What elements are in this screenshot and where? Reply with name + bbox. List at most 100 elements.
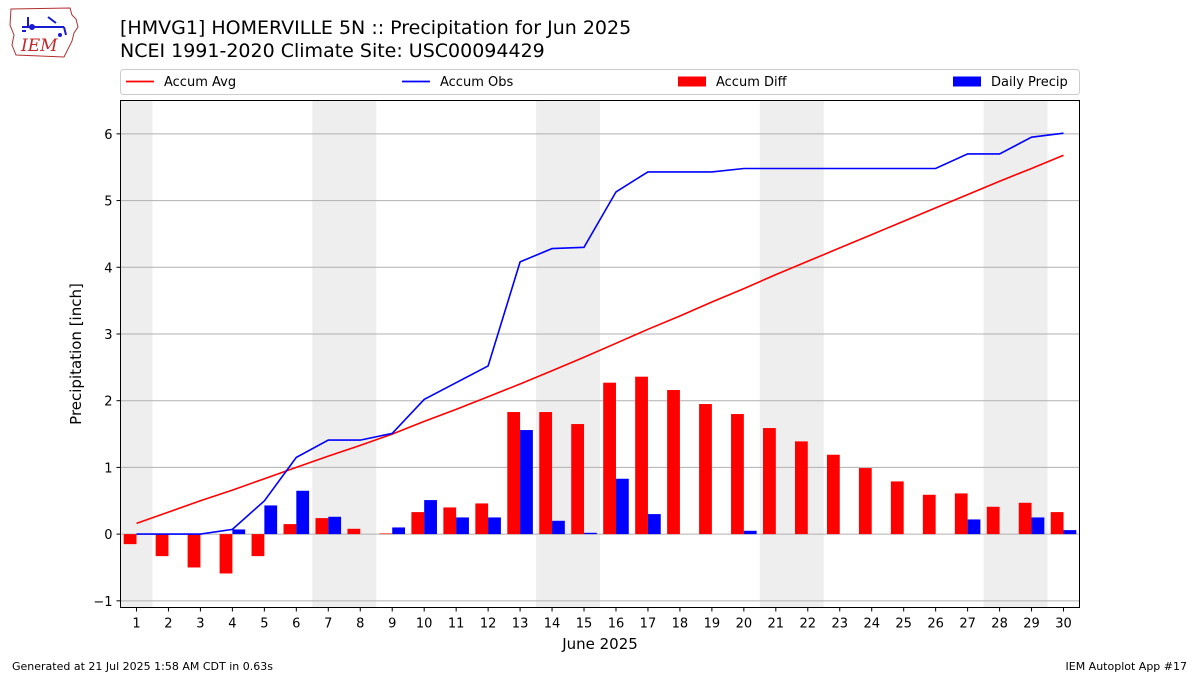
x-tick-label: 26 xyxy=(927,617,944,632)
diff-bar xyxy=(1018,502,1032,535)
diff-bar xyxy=(155,534,169,557)
diff-bar xyxy=(794,441,808,535)
app-label: IEM Autoplot App #17 xyxy=(1065,660,1188,673)
diff-bar xyxy=(443,507,457,535)
x-axis: 1 2 3 4 5 6 7 8 9 10 11 12 13 14 15 16 17 18 19 20 21 22 23 24 2… xyxy=(132,607,1072,632)
diff-bar xyxy=(635,376,648,535)
x-tick-label: 10 xyxy=(416,617,433,632)
daily-precip-bar xyxy=(647,514,661,535)
legend-label: Accum Avg xyxy=(164,75,236,90)
weather-instrument-icon xyxy=(22,16,67,36)
daily-precip-bar xyxy=(615,478,629,535)
x-axis-label: June 2025 xyxy=(561,635,638,653)
diff-bar xyxy=(539,412,553,535)
accum-obs-line xyxy=(136,132,1064,535)
x-tick-label: 29 xyxy=(1023,617,1040,632)
accum-lines xyxy=(136,132,1064,535)
x-tick-label: 4 xyxy=(228,617,236,632)
y-tick-label: 0 xyxy=(104,528,112,543)
daily-precip-bar xyxy=(552,520,565,535)
diff-bar xyxy=(1050,512,1064,535)
diff-bar xyxy=(123,534,137,545)
x-tick-label: 17 xyxy=(640,617,657,632)
diff-bar xyxy=(954,493,968,535)
x-tick-label: 19 xyxy=(704,617,721,632)
x-tick-label: 1 xyxy=(132,617,140,632)
diff-bar xyxy=(187,534,201,568)
diff-bar xyxy=(507,412,521,535)
x-tick-label: 14 xyxy=(544,617,561,632)
x-tick-label: 9 xyxy=(388,617,396,632)
accum-diff-bars xyxy=(123,376,1064,574)
daily-precip-bar xyxy=(1063,530,1077,535)
diff-bar xyxy=(603,382,616,535)
daily-precip-bar xyxy=(1031,517,1045,535)
diff-bar xyxy=(251,534,265,557)
y-tick-label: 3 xyxy=(104,328,112,343)
x-tick-label: 24 xyxy=(863,617,880,632)
y-tick-label: 6 xyxy=(104,128,112,143)
x-tick-label: 28 xyxy=(991,617,1008,632)
generated-timestamp: Generated at 21 Jul 2025 1:58 AM CDT in … xyxy=(12,660,273,673)
diff-bar xyxy=(411,512,425,535)
x-tick-label: 20 xyxy=(736,617,753,632)
x-tick-label: 12 xyxy=(480,617,497,632)
daily-precip-bar xyxy=(743,530,757,535)
x-tick-label: 6 xyxy=(292,617,300,632)
daily-precip-bar xyxy=(264,505,278,535)
diff-bar xyxy=(283,524,297,535)
chart-subtitle: NCEI 1991-2020 Climate Site: USC00094429 xyxy=(120,40,545,62)
x-tick-label: 25 xyxy=(895,617,912,632)
legend-label: Accum Obs xyxy=(440,75,513,90)
y-tick-label: 4 xyxy=(104,261,112,276)
diff-bar xyxy=(731,414,744,535)
diff-bar xyxy=(922,494,936,535)
diff-bar xyxy=(986,506,1000,535)
daily-precip-bar xyxy=(296,490,310,535)
x-tick-label: 30 xyxy=(1055,617,1072,632)
diff-bar xyxy=(219,534,233,574)
diff-bar xyxy=(379,533,393,535)
accum-avg-line xyxy=(136,154,1064,525)
diff-bar xyxy=(315,518,329,535)
y-axis-label: Precipitation [inch] xyxy=(67,283,85,425)
legend-label: Accum Diff xyxy=(716,75,788,90)
x-tick-label: 5 xyxy=(260,617,268,632)
legend-swatch-bar xyxy=(953,76,981,87)
logo-text: IEM xyxy=(20,36,58,56)
diff-bar xyxy=(475,503,489,535)
y-tick-label: 5 xyxy=(104,195,112,210)
diff-bar xyxy=(571,424,585,535)
diff-bar xyxy=(347,528,361,535)
x-tick-label: 13 xyxy=(512,617,529,632)
legend: Accum Avg Accum Obs Accum Diff Daily Precip xyxy=(120,69,1080,95)
daily-precip-bar xyxy=(424,500,437,535)
x-tick-label: 16 xyxy=(608,617,625,632)
y-axis: −1 0 1 2 3 4 5 6 xyxy=(93,128,121,610)
weekend-band xyxy=(312,100,377,608)
x-tick-label: 27 xyxy=(959,617,976,632)
x-tick-label: 22 xyxy=(800,617,817,632)
y-tick-label: 1 xyxy=(104,461,112,476)
diff-bar xyxy=(826,454,840,535)
diff-bar xyxy=(667,390,680,535)
legend-swatch-bar xyxy=(678,76,706,87)
y-tick-label: −1 xyxy=(93,595,112,610)
daily-precip-bar xyxy=(967,519,981,535)
diff-bar xyxy=(890,481,904,535)
weekend-shading xyxy=(120,100,1048,608)
daily-precip-bar xyxy=(232,529,246,535)
x-tick-label: 7 xyxy=(324,617,332,632)
daily-precip-bar xyxy=(488,517,501,535)
diff-bar xyxy=(699,404,712,535)
x-tick-label: 15 xyxy=(576,617,593,632)
daily-precip-bars xyxy=(232,430,1077,535)
weekend-band xyxy=(120,100,153,608)
y-tick-label: 2 xyxy=(104,395,112,410)
x-tick-label: 23 xyxy=(831,617,848,632)
x-tick-label: 11 xyxy=(448,617,465,632)
chart-title: [HMVG1] HOMERVILLE 5N :: Precipitation f… xyxy=(120,17,632,39)
weekend-band xyxy=(536,100,600,608)
diff-bar xyxy=(858,468,872,535)
daily-precip-bar xyxy=(584,532,597,535)
